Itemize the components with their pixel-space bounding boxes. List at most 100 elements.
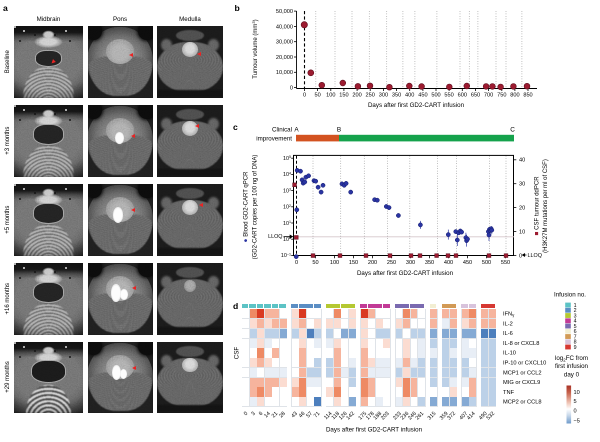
svg-text:450: 450 bbox=[418, 93, 427, 99]
svg-text:0: 0 bbox=[519, 253, 522, 259]
svg-text:40: 40 bbox=[519, 158, 525, 164]
svg-text:178: 178 bbox=[365, 411, 376, 422]
svg-text:30: 30 bbox=[519, 182, 525, 188]
svg-text:c: c bbox=[233, 122, 238, 132]
svg-text:100: 100 bbox=[330, 260, 339, 266]
svg-text:650: 650 bbox=[471, 93, 480, 99]
svg-text:175: 175 bbox=[358, 411, 369, 422]
svg-text:50,000: 50,000 bbox=[276, 9, 293, 15]
svg-text:118: 118 bbox=[331, 411, 341, 421]
svg-text:500: 500 bbox=[482, 260, 491, 266]
svg-text:Midbrain: Midbrain bbox=[37, 16, 61, 23]
svg-text:IL-2: IL-2 bbox=[503, 321, 513, 327]
svg-text:250: 250 bbox=[366, 93, 375, 99]
svg-text:14: 14 bbox=[263, 411, 271, 419]
svg-text:Clinical: Clinical bbox=[272, 127, 292, 134]
svg-text:+3 months: +3 months bbox=[5, 127, 11, 155]
svg-text:43: 43 bbox=[290, 411, 298, 419]
svg-text:5: 5 bbox=[574, 324, 577, 330]
svg-text:142: 142 bbox=[345, 411, 356, 422]
svg-text:improvement: improvement bbox=[256, 136, 292, 143]
svg-text:(H3K27M mutations per ml of CS: (H3K27M mutations per ml of CSF) bbox=[543, 159, 549, 253]
svg-text:a: a bbox=[3, 3, 8, 13]
svg-text:9: 9 bbox=[574, 345, 577, 351]
svg-text:414: 414 bbox=[466, 411, 477, 422]
svg-text:550: 550 bbox=[501, 260, 510, 266]
svg-text:MIG or CXCL9: MIG or CXCL9 bbox=[503, 380, 540, 386]
svg-text:550: 550 bbox=[444, 93, 453, 99]
svg-text:IL-10: IL-10 bbox=[503, 351, 516, 357]
svg-text:104: 104 bbox=[283, 171, 291, 178]
svg-text:d: d bbox=[233, 301, 238, 311]
svg-text:LLOQ: LLOQ bbox=[528, 253, 542, 259]
svg-text:359: 359 bbox=[439, 411, 450, 422]
svg-text:Pons: Pons bbox=[113, 16, 127, 23]
svg-text:Days after first GD2-CART infu: Days after first GD2-CART infusion bbox=[326, 427, 423, 434]
svg-text:IL-8 or CXCL8: IL-8 or CXCL8 bbox=[503, 341, 539, 347]
svg-text:20: 20 bbox=[519, 206, 525, 212]
svg-text:114: 114 bbox=[323, 411, 333, 421]
svg-text:188: 188 bbox=[373, 411, 384, 422]
svg-text:50: 50 bbox=[312, 260, 318, 266]
svg-text:5: 5 bbox=[574, 399, 577, 405]
svg-text:3: 3 bbox=[574, 313, 577, 319]
svg-text:day 0: day 0 bbox=[564, 371, 580, 378]
svg-text:50: 50 bbox=[314, 93, 320, 99]
svg-text:MCP2 or CCL8: MCP2 or CCL8 bbox=[503, 400, 542, 406]
svg-text:21: 21 bbox=[271, 411, 279, 419]
svg-text:350: 350 bbox=[392, 93, 401, 99]
svg-text:850: 850 bbox=[523, 93, 532, 99]
svg-text:0: 0 bbox=[295, 260, 298, 266]
svg-text:Days after first GD2-CART infu: Days after first GD2-CART infusion bbox=[368, 102, 465, 109]
svg-text:3: 3 bbox=[250, 411, 256, 417]
svg-text:+16 months: +16 months bbox=[5, 283, 11, 315]
svg-text:10: 10 bbox=[519, 229, 525, 235]
svg-text:407: 407 bbox=[459, 411, 470, 422]
svg-text:261: 261 bbox=[415, 411, 426, 422]
svg-text:105: 105 bbox=[283, 155, 291, 162]
svg-text:Tumour volume (mm3): Tumour volume (mm3) bbox=[251, 19, 259, 78]
svg-text:2: 2 bbox=[574, 308, 577, 314]
svg-text:Medulla: Medulla bbox=[179, 16, 201, 23]
svg-text:IFNγ: IFNγ bbox=[503, 312, 515, 318]
svg-text:532: 532 bbox=[486, 411, 497, 422]
svg-text:B: B bbox=[337, 127, 341, 134]
svg-text:800: 800 bbox=[510, 93, 519, 99]
svg-text:400: 400 bbox=[405, 93, 414, 99]
svg-text:100: 100 bbox=[326, 93, 335, 99]
svg-text:20,000: 20,000 bbox=[276, 55, 293, 61]
svg-text:0: 0 bbox=[243, 411, 249, 417]
svg-text:150: 150 bbox=[339, 93, 348, 99]
svg-text:10: 10 bbox=[574, 390, 580, 396]
svg-text:450: 450 bbox=[463, 260, 472, 266]
svg-text:200: 200 bbox=[368, 260, 377, 266]
svg-text:+5 months: +5 months bbox=[5, 206, 11, 234]
svg-text:LLOQ: LLOQ bbox=[268, 234, 282, 240]
svg-text:8: 8 bbox=[574, 340, 577, 346]
svg-text:● Blood GD2-CART qPCR: ● Blood GD2-CART qPCR bbox=[243, 171, 250, 243]
svg-text:200: 200 bbox=[352, 93, 361, 99]
svg-text:Baseline: Baseline bbox=[5, 50, 11, 74]
svg-text:0: 0 bbox=[574, 409, 577, 415]
svg-text:CSF: CSF bbox=[234, 347, 241, 360]
svg-text:4: 4 bbox=[574, 319, 577, 325]
svg-text:1: 1 bbox=[574, 303, 577, 309]
svg-text:750: 750 bbox=[497, 93, 506, 99]
svg-text:TNF: TNF bbox=[503, 390, 515, 396]
svg-text:126: 126 bbox=[338, 411, 349, 422]
svg-text:6: 6 bbox=[258, 411, 264, 417]
svg-text:300: 300 bbox=[406, 260, 415, 266]
svg-text:400: 400 bbox=[444, 260, 453, 266]
svg-text:102: 102 bbox=[283, 204, 291, 211]
svg-text:103: 103 bbox=[283, 188, 291, 195]
svg-text:71: 71 bbox=[313, 411, 321, 419]
svg-text:(GD2-CART copies per 100 ng of: (GD2-CART copies per 100 ng of DNA) bbox=[253, 155, 259, 260]
svg-text:30,000: 30,000 bbox=[276, 40, 293, 46]
svg-text:0: 0 bbox=[290, 86, 293, 92]
svg-text:Days after first GD2-CART infu: Days after first GD2-CART infusion bbox=[357, 270, 454, 277]
svg-text:first infusion: first infusion bbox=[555, 363, 589, 370]
svg-text:−5: −5 bbox=[574, 419, 580, 425]
svg-text:700: 700 bbox=[484, 93, 493, 99]
svg-text:C: C bbox=[510, 127, 515, 134]
svg-text:315: 315 bbox=[427, 411, 438, 422]
